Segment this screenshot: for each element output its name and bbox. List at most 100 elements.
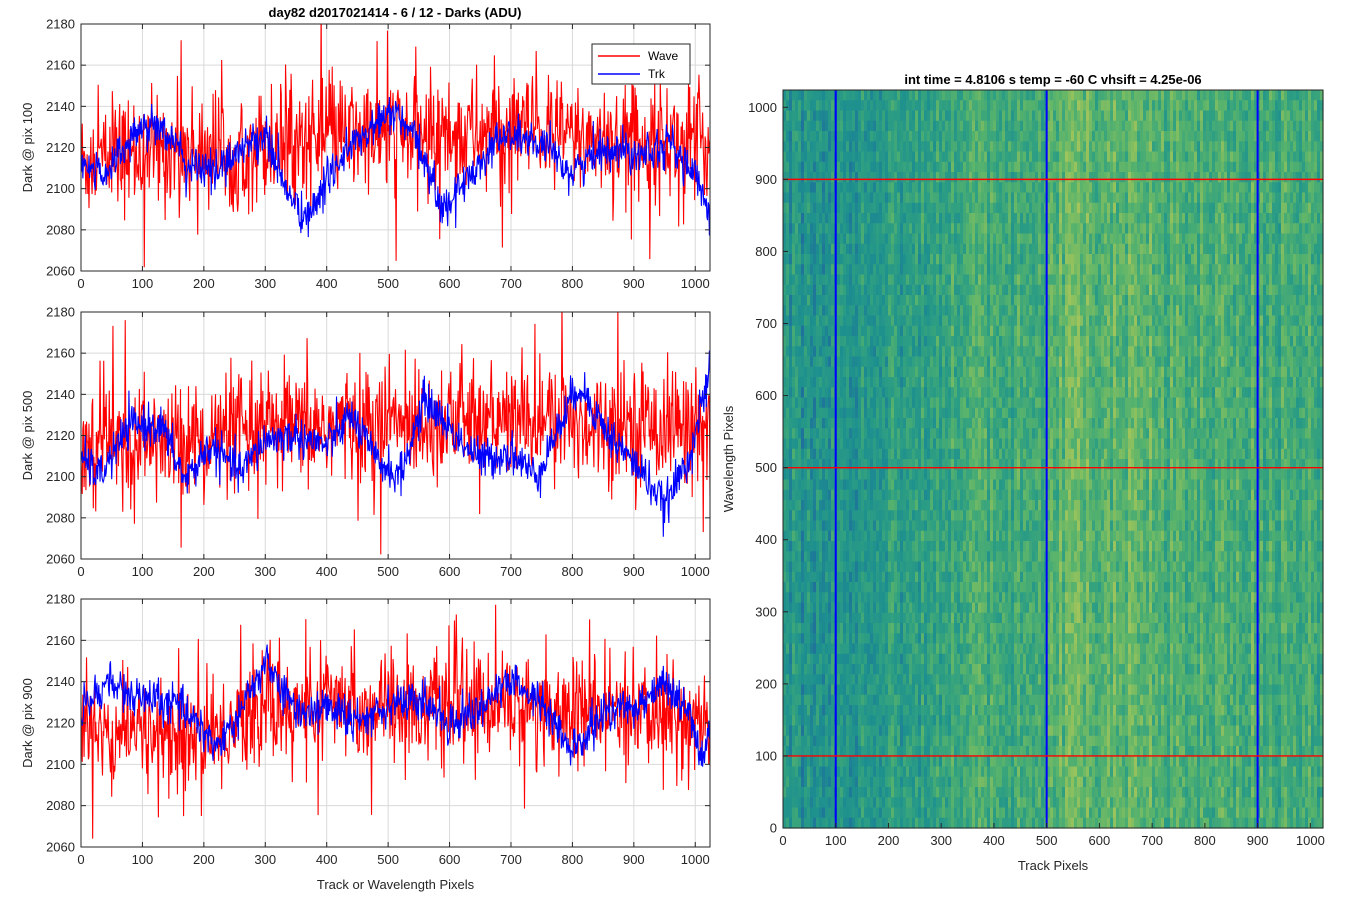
x-tick-label: 300 (254, 852, 276, 867)
y-tick-label: 400 (755, 532, 777, 547)
x-tick-label: 900 (623, 852, 645, 867)
y-tick-label: 600 (755, 388, 777, 403)
x-tick-label: 1000 (681, 276, 710, 291)
y-tick-label: 900 (755, 172, 777, 187)
y-tick-label: 2080 (46, 222, 75, 237)
x-tick-label: 500 (1036, 833, 1058, 848)
x-tick-label: 800 (1194, 833, 1216, 848)
legend-box (591, 43, 691, 85)
y-tick-label: 2160 (46, 58, 75, 73)
y-tick-label: 0 (770, 821, 777, 836)
panel-pix100: 0 100 200 300 400 500 600 700 800 900 1000 2060 2080… (20, 17, 711, 291)
x-tick-label: 1000 (681, 564, 710, 579)
y-tick-label: 2140 (46, 674, 75, 689)
y-tick-label: 2060 (46, 264, 75, 279)
y-axis-label: Dark @ pix 500 (20, 391, 35, 481)
panel-dark-frame: 0 100 200 300 400 500 600 700 800 900 1000 0 100 200 3… (721, 72, 1325, 873)
y-tick-label: 2140 (46, 99, 75, 114)
panel-pix900: 0 100 200 300 400 500 600 700 800 900 1000 2060 2080… (20, 592, 711, 892)
legend-label-wave: Wave (648, 49, 679, 63)
x-tick-label: 500 (377, 564, 399, 579)
x-tick-label: 400 (316, 852, 338, 867)
y-tick-label: 2160 (46, 346, 75, 361)
x-tick-label: 900 (1247, 833, 1269, 848)
series-line-wave (81, 604, 710, 839)
y-tick-label: 2120 (46, 716, 75, 731)
y-tick-label: 200 (755, 676, 777, 691)
x-tick-label: 600 (439, 276, 461, 291)
y-tick-label: 2100 (46, 181, 75, 196)
x-tick-label: 700 (1141, 833, 1163, 848)
legend-label-trk: Trk (648, 67, 666, 81)
x-tick-label: 0 (77, 852, 84, 867)
x-tick-label: 1000 (681, 852, 710, 867)
x-tick-label: 700 (500, 564, 522, 579)
y-tick-label: 800 (755, 244, 777, 259)
x-tick-label: 900 (623, 564, 645, 579)
x-tick-label: 200 (193, 564, 215, 579)
x-tick-label: 700 (500, 276, 522, 291)
y-tick-label: 2060 (46, 552, 75, 567)
series-line-trk (81, 644, 710, 767)
x-tick-label: 500 (377, 852, 399, 867)
x-tick-label: 800 (562, 276, 584, 291)
x-tick-label: 400 (983, 833, 1005, 848)
x-tick-label: 800 (562, 564, 584, 579)
heatmap-image (783, 90, 1324, 829)
y-tick-label: 2120 (46, 140, 75, 155)
series-line-trk (81, 97, 710, 238)
y-tick-label: 2060 (46, 840, 75, 855)
x-tick-label: 0 (77, 276, 84, 291)
y-tick-label: 500 (755, 460, 777, 475)
x-tick-label: 100 (132, 852, 154, 867)
x-tick-label: 600 (439, 564, 461, 579)
x-tick-label: 100 (825, 833, 847, 848)
legend: Wave Trk (591, 43, 691, 85)
x-tick-label: 0 (77, 564, 84, 579)
y-axis-label: Dark @ pix 100 (20, 103, 35, 193)
x-tick-label: 300 (930, 833, 952, 848)
figure-title: day82 d2017021414 - 6 / 12 - Darks (ADU) (269, 5, 522, 20)
x-tick-label: 200 (193, 852, 215, 867)
axes-frame (782, 89, 1324, 829)
x-tick-label: 800 (562, 852, 584, 867)
y-tick-label: 2100 (46, 757, 75, 772)
x-tick-label: 100 (132, 276, 154, 291)
y-tick-label: 2100 (46, 469, 75, 484)
y-tick-label: 300 (755, 604, 777, 619)
y-tick-label: 2180 (46, 305, 75, 320)
x-tick-label: 200 (878, 833, 900, 848)
y-axis-label: Wavelength Pixels (721, 405, 736, 512)
x-tick-label: 1000 (1296, 833, 1325, 848)
series-line-trk (81, 350, 710, 537)
x-tick-label: 400 (316, 564, 338, 579)
x-tick-label: 900 (623, 276, 645, 291)
x-tick-label: 600 (439, 852, 461, 867)
x-tick-label: 500 (377, 276, 399, 291)
x-tick-label: 100 (132, 564, 154, 579)
heatmap-title: int time = 4.8106 s temp = -60 C vhsift … (904, 72, 1201, 87)
y-tick-label: 2160 (46, 633, 75, 648)
y-tick-label: 2080 (46, 798, 75, 813)
y-tick-label: 2140 (46, 387, 75, 402)
x-tick-label: 0 (779, 833, 786, 848)
y-tick-label: 2120 (46, 428, 75, 443)
x-tick-label: 600 (1089, 833, 1111, 848)
y-axis-label: Dark @ pix 900 (20, 678, 35, 768)
y-tick-label: 1000 (748, 100, 777, 115)
y-tick-label: 100 (755, 748, 777, 763)
x-axis-label: Track Pixels (1018, 858, 1089, 873)
x-tick-label: 200 (193, 276, 215, 291)
y-tick-label: 2180 (46, 17, 75, 32)
y-tick-label: 2180 (46, 592, 75, 607)
x-axis-label: Track or Wavelength Pixels (317, 877, 475, 892)
series-line-wave (81, 312, 710, 555)
x-tick-label: 400 (316, 276, 338, 291)
y-tick-label: 2080 (46, 510, 75, 525)
x-tick-label: 300 (254, 276, 276, 291)
panel-pix500: 0 100 200 300 400 500 600 700 800 900 1000 2060 2080… (20, 305, 711, 579)
y-tick-label: 700 (755, 316, 777, 331)
x-tick-label: 700 (500, 852, 522, 867)
x-tick-label: 300 (254, 564, 276, 579)
